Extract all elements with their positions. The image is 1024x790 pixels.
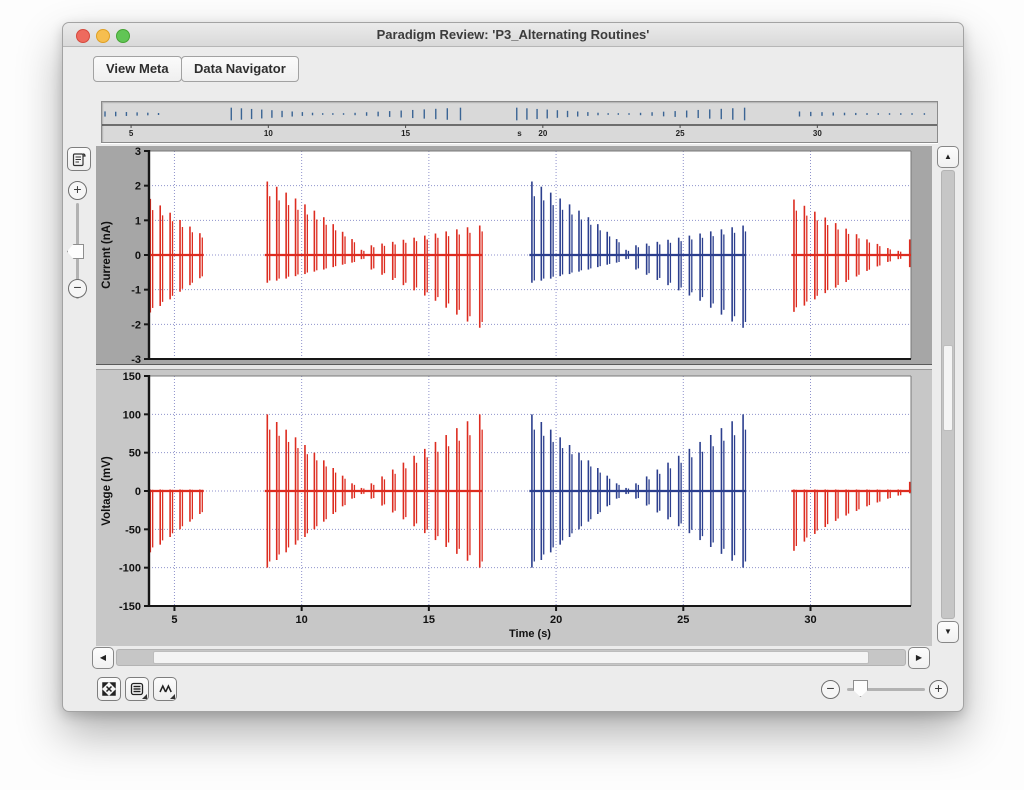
svg-text:10: 10 xyxy=(264,129,273,138)
svg-text:Voltage (mV): Voltage (mV) xyxy=(101,456,113,526)
fit-to-view-button[interactable] xyxy=(97,677,121,701)
timeline-overview[interactable]: 5 10 15 20 25 30 s xyxy=(101,101,938,143)
svg-text:-2: -2 xyxy=(131,319,141,331)
menu-notch-icon xyxy=(170,694,175,699)
hzoom-track[interactable] xyxy=(847,688,925,691)
svg-text:25: 25 xyxy=(676,129,685,138)
pane-divider[interactable] xyxy=(96,364,932,370)
svg-text:25: 25 xyxy=(677,614,689,626)
menu-notch-icon xyxy=(142,694,147,699)
minimize-window-button[interactable] xyxy=(96,28,110,43)
zoom-in-button[interactable]: + xyxy=(68,181,87,200)
svg-text:-1: -1 xyxy=(131,285,141,297)
horizontal-scrollbar[interactable] xyxy=(116,649,906,666)
svg-text:1: 1 xyxy=(135,215,141,227)
horizontal-scrollbar-thumb[interactable] xyxy=(153,651,869,664)
spike-display-mode-button[interactable] xyxy=(153,677,177,701)
paradigm-review-window: Paradigm Review: 'P3_Alternating Routine… xyxy=(62,22,964,712)
vertical-scrollbar[interactable] xyxy=(941,170,955,619)
scroll-down-button[interactable]: ▼ xyxy=(937,621,959,643)
zoom-out-button[interactable]: − xyxy=(68,279,87,298)
paradigm-script-button[interactable] xyxy=(67,147,91,171)
svg-text:-150: -150 xyxy=(119,601,141,613)
close-window-button[interactable] xyxy=(76,28,90,43)
title-bar[interactable]: Paradigm Review: 'P3_Alternating Routine… xyxy=(63,23,963,47)
scroll-up-button[interactable]: ▲ xyxy=(937,146,959,168)
svg-text:5: 5 xyxy=(171,614,177,626)
svg-text:s: s xyxy=(517,129,522,138)
svg-text:-100: -100 xyxy=(119,563,141,575)
scroll-right-button[interactable]: ▶ xyxy=(908,647,930,669)
scroll-left-button[interactable]: ◀ xyxy=(92,647,114,669)
hzoom-out-button[interactable]: − xyxy=(821,680,840,699)
expand-arrows-icon xyxy=(102,682,116,696)
svg-text:20: 20 xyxy=(538,129,547,138)
hzoom-thumb[interactable] xyxy=(853,680,868,697)
svg-text:0: 0 xyxy=(135,486,141,498)
svg-text:0: 0 xyxy=(135,250,141,262)
vertical-scrollbar-thumb[interactable] xyxy=(943,345,953,431)
vertical-zoom-thumb[interactable] xyxy=(67,244,84,259)
svg-text:-3: -3 xyxy=(131,354,141,364)
channel-list-button[interactable] xyxy=(125,677,149,701)
svg-text:Time (s): Time (s) xyxy=(509,628,551,640)
svg-text:50: 50 xyxy=(129,448,141,460)
list-icon xyxy=(130,682,144,696)
svg-text:30: 30 xyxy=(804,614,816,626)
svg-text:30: 30 xyxy=(813,129,822,138)
svg-text:15: 15 xyxy=(401,129,410,138)
svg-text:100: 100 xyxy=(123,409,141,421)
svg-text:2: 2 xyxy=(135,181,141,193)
window-title: Paradigm Review: 'P3_Alternating Routine… xyxy=(376,27,650,42)
svg-text:3: 3 xyxy=(135,146,141,158)
maximize-window-button[interactable] xyxy=(116,28,130,43)
svg-text:Current (nA): Current (nA) xyxy=(101,221,113,289)
arrow-down-icon: ▼ xyxy=(944,627,952,636)
svg-text:-50: -50 xyxy=(125,524,141,536)
svg-text:10: 10 xyxy=(296,614,308,626)
double-caret-icon xyxy=(158,684,172,693)
view-meta-button[interactable]: View Meta xyxy=(93,56,182,82)
voltage-plot[interactable]: -150 -100 -50 0 50 100 150 5 10 15 20 25 30 Time (s) V… xyxy=(96,370,932,646)
svg-text:20: 20 xyxy=(550,614,562,626)
arrow-up-icon: ▲ xyxy=(944,152,952,161)
current-plot[interactable]: -3 -2 -1 0 1 2 3 Current (nA) xyxy=(96,146,932,366)
data-navigator-button[interactable]: Data Navigator xyxy=(181,56,299,82)
svg-text:15: 15 xyxy=(423,614,435,626)
hzoom-in-button[interactable]: + xyxy=(929,680,948,699)
svg-text:150: 150 xyxy=(123,371,141,383)
svg-text:5: 5 xyxy=(129,129,134,138)
arrow-right-icon: ▶ xyxy=(915,653,923,662)
scroll-document-icon xyxy=(72,153,86,167)
arrow-left-icon: ◀ xyxy=(99,653,107,662)
